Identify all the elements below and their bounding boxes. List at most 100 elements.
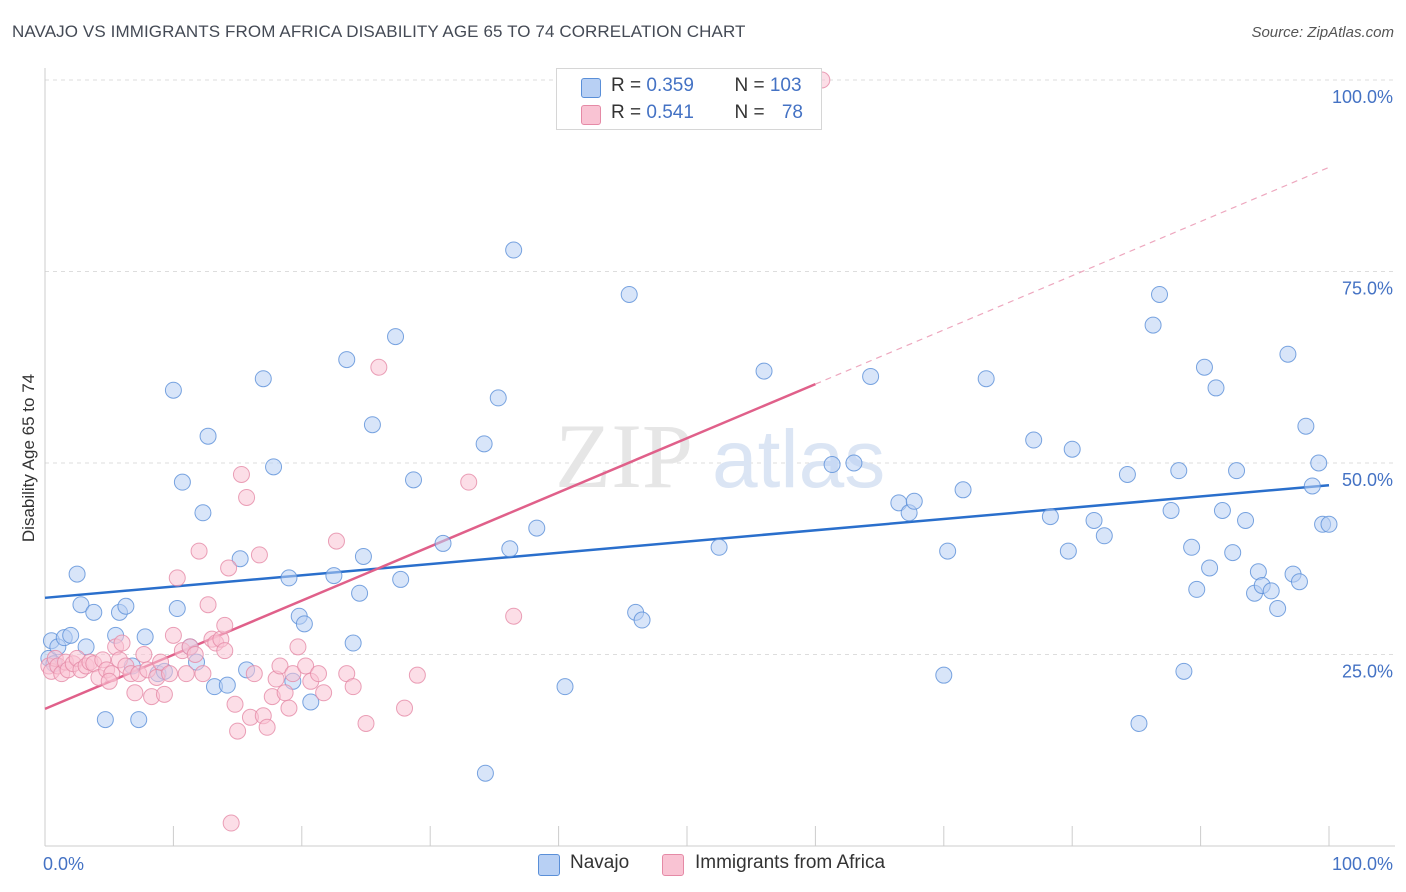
tick-labels: 25.0% 50.0% 75.0% 100.0% 0.0% 100.0% [43, 87, 1393, 874]
navajo-point [1262, 582, 1280, 600]
navajo-point [1224, 544, 1242, 562]
navajo-point [1183, 538, 1201, 556]
navajo-point [1228, 462, 1246, 480]
legend-r-label: R = [611, 75, 647, 96]
trend-lines [44, 166, 1330, 711]
navajo-point [1290, 573, 1308, 591]
africa-point [164, 626, 182, 644]
legend-r-value: 0.359 [646, 75, 694, 96]
africa-point [135, 646, 153, 663]
navajo-point [935, 666, 953, 684]
x-tick-label: 100.0% [1332, 854, 1393, 874]
africa-trend-extension [815, 166, 1330, 385]
navajo-point [1151, 285, 1169, 303]
navajo-point [1320, 515, 1338, 533]
y-tick-label: 50.0% [1342, 470, 1393, 490]
legend-n-value: 103 [769, 75, 802, 96]
navajo-point [505, 241, 523, 259]
legend-r-value: 0.541 [646, 102, 694, 123]
navajo-point [475, 435, 493, 453]
africa-point [327, 532, 345, 550]
navajo-point [1130, 714, 1148, 732]
navajo-point [302, 693, 320, 711]
navajo-point [489, 389, 507, 407]
navajo-point [392, 570, 410, 588]
navajo-point [1195, 358, 1213, 376]
africa-point [216, 616, 234, 634]
navajo-point [85, 603, 103, 621]
africa-point [199, 596, 217, 614]
navajo-point [1085, 511, 1103, 529]
africa-point [229, 722, 247, 740]
navajo-point [633, 611, 651, 629]
navajo-point [68, 565, 86, 583]
navajo-point [405, 471, 423, 489]
africa-point [408, 666, 426, 684]
navajo-point [1269, 600, 1287, 618]
africa-point [309, 665, 327, 683]
africa-point [258, 718, 276, 736]
africa-point [226, 695, 244, 713]
africa-point [220, 559, 238, 577]
navajo-point [1175, 662, 1193, 680]
navajo-point [476, 764, 494, 782]
africa-point [344, 678, 362, 696]
africa-point [186, 646, 204, 663]
africa-point [190, 542, 208, 560]
navajo-point [939, 542, 957, 560]
africa-point [216, 642, 234, 660]
africa-swatch [581, 105, 601, 125]
navajo-point [295, 615, 313, 633]
africa-legend-swatch [662, 854, 684, 876]
navajo-point [62, 626, 80, 644]
y-axis-title: Disability Age 65 to 74 [19, 374, 38, 542]
navajo-point [130, 711, 148, 729]
navajo-point [136, 628, 154, 646]
africa-point [113, 634, 131, 652]
navajo-point [556, 678, 574, 696]
navajo-point [1201, 559, 1219, 577]
africa-point [168, 569, 186, 587]
africa-point [505, 607, 523, 625]
navajo-point [528, 519, 546, 537]
navajo-point [351, 584, 369, 602]
africa-point [289, 638, 307, 656]
navajo-point [387, 328, 405, 346]
africa-point [238, 488, 256, 506]
navajo-point [620, 285, 638, 303]
navajo-point [1063, 440, 1081, 458]
navajo-point [168, 600, 186, 618]
africa-trend-line [44, 382, 816, 711]
navajo-trend-line [44, 483, 1330, 600]
africa-point [245, 665, 263, 683]
x-tick-label: 0.0% [43, 854, 84, 874]
africa-point [152, 653, 170, 671]
africa-point [194, 665, 212, 683]
navajo-point [1237, 511, 1255, 529]
navajo-point [1188, 580, 1206, 598]
navajo-point [363, 416, 381, 434]
navajo-point [755, 362, 773, 380]
africa-point [357, 714, 375, 732]
navajo-point [72, 596, 90, 614]
africa-point [126, 684, 144, 702]
navajo-point [194, 504, 212, 522]
source-label: Source: ZipAtlas.com [1251, 24, 1394, 41]
legend-r-label: R = [611, 102, 647, 123]
chart-title: NAVAJO VS IMMIGRANTS FROM AFRICA DISABIL… [12, 22, 746, 41]
africa-point [232, 465, 250, 483]
navajo-point [823, 456, 841, 474]
navajo-point [325, 567, 343, 585]
navajo-point [117, 597, 135, 615]
axes [44, 68, 1395, 847]
navajo-point [845, 454, 863, 472]
africa-point [161, 665, 179, 683]
africa-point [100, 672, 118, 690]
navajo-legend-swatch [538, 854, 560, 876]
navajo-point [265, 458, 283, 476]
navajo-point [954, 481, 972, 499]
africa-legend-label: Immigrants from Africa [695, 852, 886, 873]
navajo-point [280, 569, 298, 587]
navajo-point [338, 351, 356, 369]
